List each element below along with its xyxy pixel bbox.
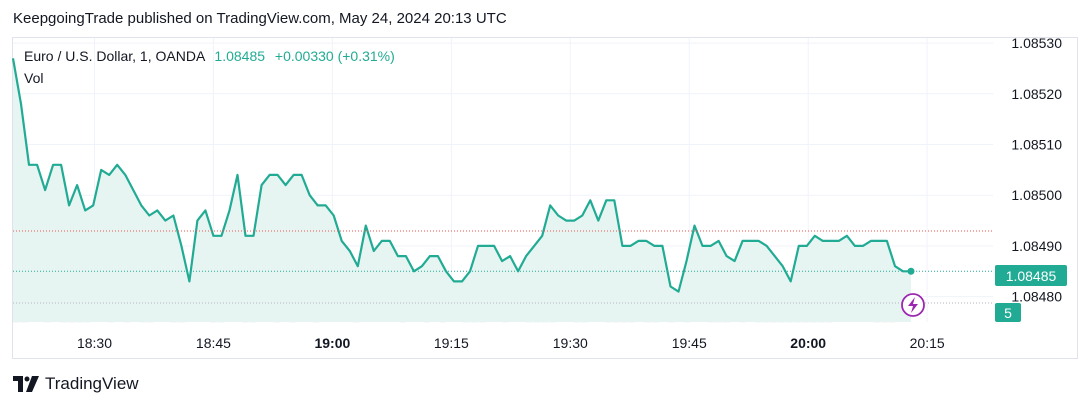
chart-frame	[12, 37, 1078, 359]
last-volume-badge-text: 5	[1004, 305, 1012, 321]
price-tick-label: 1.08490	[1011, 238, 1062, 254]
price-line	[11, 58, 911, 293]
time-tick-label: 19:00	[314, 335, 350, 351]
time-tick-label: 19:45	[672, 335, 707, 351]
price-area-fill	[13, 58, 911, 323]
price-tick-label: 1.08510	[1011, 137, 1062, 153]
time-tick-label: 19:30	[553, 335, 588, 351]
time-tick-label: 20:00	[790, 335, 826, 351]
price-tick-label: 1.08500	[1011, 187, 1062, 203]
published-by-line: KeepgoingTrade published on TradingView.…	[13, 10, 507, 27]
time-axis: 18:30 18:45 19:00 19:15 19:30 19:45 20:00 20:15	[77, 335, 945, 351]
price-tick-label: 1.08480	[1011, 289, 1062, 305]
time-tick-label: 20:15	[910, 335, 945, 351]
time-tick-label: 18:45	[196, 335, 231, 351]
tradingview-logo[interactable]: TradingView	[13, 374, 139, 394]
last-volume-badge: 5	[995, 303, 1021, 322]
price-change-value: +0.00330 (+0.31%)	[274, 48, 395, 64]
lightning-icon[interactable]	[901, 293, 925, 317]
time-tick-label: 18:30	[77, 335, 112, 351]
price-axis: 1.08480 1.08490 1.08500 1.08510 1.08520 1.085…	[1011, 35, 1062, 305]
time-tick-label: 19:15	[434, 335, 469, 351]
tradingview-logo-icon	[13, 376, 39, 392]
symbol-legend[interactable]: Euro / U.S. Dollar, 1, OANDA 1.08485 +0.…	[24, 48, 395, 64]
last-price-badge-text: 1.08485	[1006, 268, 1057, 284]
last-price-dot	[907, 267, 915, 275]
symbol-name: Euro / U.S. Dollar, 1, OANDA	[24, 48, 205, 64]
price-tick-label: 1.08520	[1011, 86, 1062, 102]
price-tick-label: 1.08530	[1011, 35, 1062, 51]
volume-legend[interactable]: Vol	[24, 70, 44, 86]
last-price-value: 1.08485	[214, 48, 266, 64]
last-price-badge: 1.08485	[995, 265, 1067, 286]
tradingview-brand-name: TradingView	[45, 374, 139, 393]
